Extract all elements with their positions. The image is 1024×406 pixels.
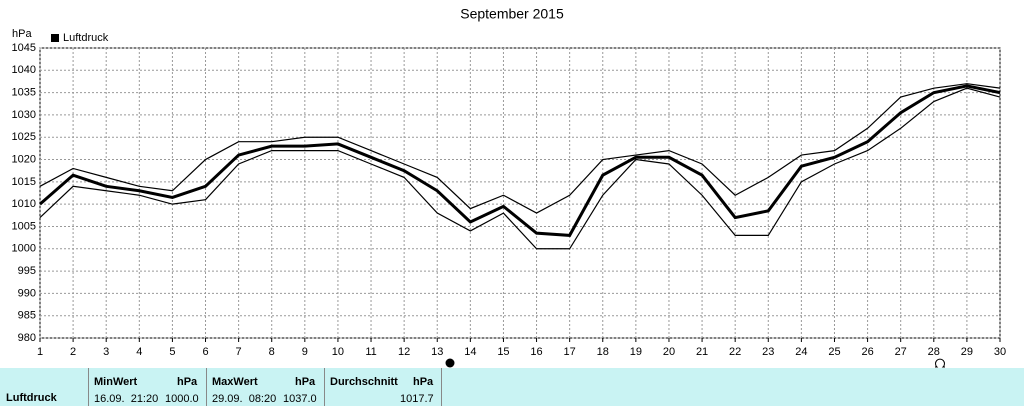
x-tick-label: 23 — [762, 346, 774, 358]
x-tick-label: 30 — [994, 346, 1006, 358]
x-tick-label: 18 — [597, 346, 609, 358]
separator — [206, 368, 207, 406]
separator — [441, 368, 442, 406]
y-tick-label: 1000 — [12, 243, 36, 255]
row-label: Luftdruck — [6, 392, 57, 404]
y-tick-label: 1035 — [12, 87, 36, 99]
x-tick-label: 26 — [861, 346, 873, 358]
x-tick-label: 15 — [497, 346, 509, 358]
legend-label: Luftdruck — [63, 32, 109, 44]
y-tick-label: 1005 — [12, 220, 36, 232]
x-tick-label: 3 — [103, 346, 109, 358]
x-tick-label: 20 — [663, 346, 675, 358]
y-tick-label: 1025 — [12, 131, 36, 143]
new-moon-icon — [445, 358, 455, 368]
unit: hPa — [177, 376, 198, 388]
header: MinWert — [94, 376, 138, 388]
x-tick-label: 21 — [696, 346, 708, 358]
chart-title: September 2015 — [460, 6, 564, 22]
y-tick-label: 980 — [18, 332, 36, 344]
x-tick-label: 9 — [302, 346, 308, 358]
x-tick-label: 8 — [269, 346, 275, 358]
x-tick-label: 17 — [564, 346, 576, 358]
legend: Luftdruck — [51, 32, 109, 44]
x-tick-label: 22 — [729, 346, 741, 358]
line-series — [39, 87, 1001, 250]
y-axis-label: hPa — [12, 28, 32, 40]
y-tick-label: 1030 — [12, 109, 36, 121]
x-tick-label: 10 — [332, 346, 344, 358]
x-tick-label: 4 — [136, 346, 142, 358]
y-tick-label: 1045 — [12, 42, 36, 54]
y-tick-label: 1040 — [12, 64, 36, 76]
x-tick-label: 5 — [169, 346, 175, 358]
value: 1037.0 — [283, 393, 317, 405]
x-tick-label: 13 — [431, 346, 443, 358]
x-tick-label: 25 — [828, 346, 840, 358]
y-tick-label: 1020 — [12, 153, 36, 165]
y-tick-label: 1010 — [12, 198, 36, 210]
y-tick-label: 995 — [18, 265, 36, 277]
x-tick-label: 7 — [236, 346, 242, 358]
time: 16.09. 21:20 — [94, 393, 159, 405]
line-series — [39, 84, 1001, 237]
separator — [324, 368, 325, 406]
separator — [88, 368, 89, 406]
y-tick-label: 1015 — [12, 176, 36, 188]
line-series — [39, 83, 1001, 214]
value: 1017.7 — [400, 393, 434, 405]
legend-swatch — [51, 34, 59, 42]
value: 1000.0 — [165, 393, 199, 405]
summary-table: Luftdruck MinWert hPa 16.09. 21:20 1000.… — [0, 368, 1024, 406]
x-tick-label: 24 — [795, 346, 807, 358]
x-tick-label: 12 — [398, 346, 410, 358]
x-tick-label: 6 — [202, 346, 208, 358]
x-tick-label: 2 — [70, 346, 76, 358]
x-tick-label: 14 — [464, 346, 476, 358]
x-tick-label: 1 — [37, 346, 43, 358]
x-tick-label: 29 — [961, 346, 973, 358]
chart: September 2015 hPa Luftdruck 98098599099… — [12, 6, 1006, 368]
full-moon-icon — [935, 358, 945, 368]
x-tick-label: 28 — [928, 346, 940, 358]
unit: hPa — [295, 376, 316, 388]
unit: hPa — [413, 376, 434, 388]
x-tick-label: 11 — [365, 346, 376, 358]
y-tick-label: 990 — [18, 287, 36, 299]
header: MaxWert — [212, 376, 258, 388]
y-tick-label: 985 — [18, 310, 36, 322]
x-tick-label: 16 — [530, 346, 542, 358]
header: Durchschnitt — [330, 376, 398, 388]
time: 29.09. 08:20 — [212, 393, 277, 405]
x-tick-label: 27 — [895, 346, 907, 358]
x-tick-label: 19 — [630, 346, 642, 358]
